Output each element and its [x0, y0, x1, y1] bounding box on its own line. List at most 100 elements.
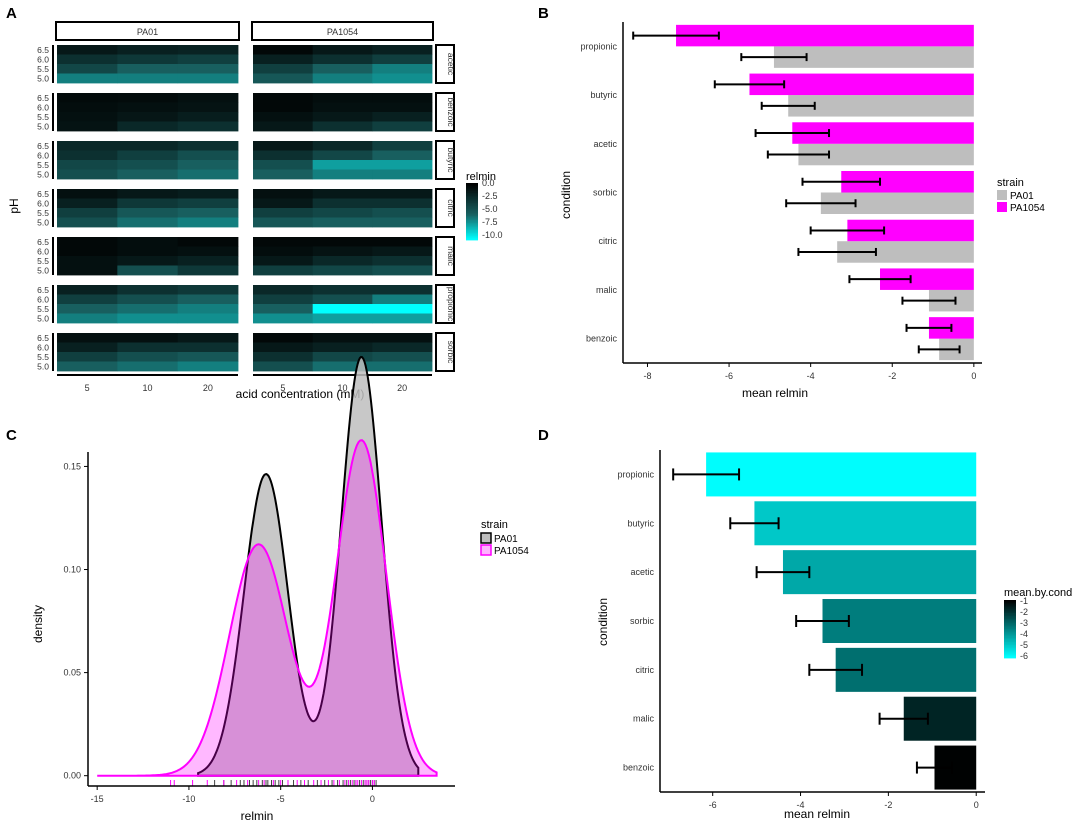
heatmap-y-tick-label: 5.0 [37, 313, 49, 323]
heat-cell [177, 64, 239, 74]
bar-d-legend-swatch [1004, 655, 1016, 657]
bar-d-legend-tick-label: -3 [1020, 618, 1028, 628]
bar-b-legend-label: PA01 [1010, 191, 1034, 202]
heat-cell [253, 169, 314, 180]
bar-d-legend-tick-label: -1 [1020, 596, 1028, 606]
bar-b-x-tick-label: -6 [725, 371, 733, 381]
heat-cell [117, 64, 179, 74]
row-strip-sorbic [435, 332, 455, 372]
heat-cell [372, 73, 433, 84]
heat-cell [177, 150, 239, 161]
heat-cell [117, 54, 179, 65]
heat-cell [312, 121, 373, 132]
bar-d-legend-swatch [1004, 617, 1016, 620]
bar-d-legend-swatch [1004, 623, 1016, 626]
bar-d-legend-swatch [1004, 600, 1016, 602]
heat-cell [177, 54, 239, 65]
heatmap-legend-swatch [466, 208, 478, 211]
heatmap-legend-swatch [466, 201, 478, 204]
heatmap-legend-tick-label: -7.5 [482, 217, 498, 227]
heat-cell [117, 333, 179, 343]
bar-propionic [706, 452, 977, 497]
bar-b-legend-label: PA1054 [1010, 203, 1045, 214]
heatmap-legend-swatch [466, 192, 478, 195]
heat-cell [253, 150, 314, 161]
heatmap-y-axis-title: pH [7, 198, 21, 213]
bar-b-category-label: citric [599, 236, 618, 246]
bar-pa1054-sorbic [841, 171, 974, 193]
bar-b-category-label: malic [596, 285, 618, 295]
density-legend-title: strain [481, 519, 508, 531]
heat-cell [253, 304, 314, 314]
bar-d-legend-swatch [1004, 630, 1016, 633]
heat-cell [253, 333, 314, 343]
bar-d-legend-swatch [1004, 615, 1016, 618]
bar-d-legend-swatch [1004, 602, 1016, 605]
heat-cell [57, 313, 118, 324]
heatmap-x-tick-label: 20 [397, 383, 407, 393]
bar-d-legend-swatch [1004, 626, 1016, 628]
heat-cell [117, 160, 179, 170]
heat-cell [372, 102, 433, 113]
heat-cell [372, 333, 433, 343]
bar-d-legend-swatch [1004, 624, 1016, 627]
heat-cell [372, 150, 433, 161]
heat-cell [177, 160, 239, 170]
heatmap-legend-swatch [466, 235, 478, 238]
density-area-pa1054 [97, 440, 437, 776]
heat-cell [372, 361, 433, 372]
heat-cell [253, 102, 314, 113]
heat-cell [253, 342, 314, 353]
heatmap-legend-swatch [466, 194, 478, 197]
heatmap-legend-swatch [466, 232, 478, 235]
bar-b-x-tick-label: -2 [888, 371, 896, 381]
bar-d-legend-swatch [1004, 618, 1016, 621]
heatmap-y-tick-label: 5.5 [37, 304, 49, 314]
heat-cell [312, 342, 373, 353]
bar-b-category-label: acetic [593, 139, 617, 149]
row-strip-label-benzoic: benzoic [446, 97, 456, 127]
bar-d-x-axis-title: mean relmin [784, 807, 850, 821]
heatmap-legend-swatch [466, 224, 478, 227]
bar-acetic [782, 550, 977, 595]
density-y-tick-label: 0.05 [63, 668, 81, 678]
heat-cell [177, 313, 239, 324]
bar-d-legend-swatch [1004, 634, 1016, 637]
heat-cell [253, 64, 314, 74]
density-legend-swatch-pa01 [480, 532, 492, 544]
bar-pa01-citric [837, 241, 974, 263]
heat-cell [177, 102, 239, 113]
bar-pa1054-butyric [749, 73, 974, 96]
heat-cell [57, 265, 118, 276]
heatmap-y-tick-label: 6.0 [37, 54, 49, 64]
heat-cell [177, 217, 239, 228]
heatmap-y-tick-label: 5.5 [37, 352, 49, 362]
bar-b-x-tick-label: -4 [807, 371, 815, 381]
heat-cell [372, 285, 433, 295]
heat-cell [372, 256, 433, 266]
heatmap-legend-tick-label: -2.5 [482, 191, 498, 201]
bar-d-legend-swatch [1004, 647, 1016, 650]
heatmap-legend-swatch [466, 225, 478, 228]
bar-d-category-label: malic [633, 714, 655, 724]
facet-strip-pa01 [55, 21, 240, 41]
bar-d-legend-swatch [1004, 629, 1016, 631]
heat-cell [177, 189, 239, 199]
heat-cell [312, 45, 373, 55]
heat-cell [57, 237, 118, 247]
heat-cell [253, 352, 314, 362]
bar-d-category-label: acetic [630, 567, 654, 577]
heat-cell [253, 246, 314, 257]
heat-cell [372, 160, 433, 170]
heat-cell [57, 304, 118, 314]
heat-cell [372, 54, 433, 65]
heat-cell [253, 237, 314, 247]
heat-cell [177, 256, 239, 266]
heat-cell [177, 246, 239, 257]
bar-pa1054-propionic [676, 24, 974, 47]
heat-cell [117, 102, 179, 113]
heat-cell [372, 112, 433, 122]
heatmap-y-tick-label: 6.5 [37, 285, 49, 295]
heat-cell [253, 198, 314, 209]
bar-b-legend-swatch-pa1054 [997, 202, 1007, 212]
